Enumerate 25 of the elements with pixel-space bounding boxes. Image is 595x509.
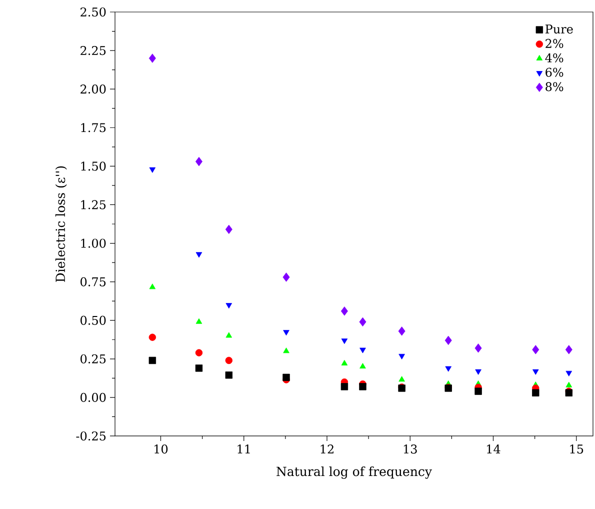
y-tick-label: 0.00 [80,392,106,402]
legend-label: 6% [546,68,564,77]
x-tick-label: 13 [404,444,417,454]
legend-label: Pure [545,24,573,34]
x-tick-label: 14 [487,444,500,454]
legend-label: 4% [545,53,564,62]
y-axis-title: Dielectric loss (ε'') [55,166,67,282]
y-tick-label: 2.25 [80,46,106,56]
y-tick-label: 1.75 [81,123,106,132]
y-tick-label: 1.50 [81,162,106,171]
legend-label: 8% [546,82,564,92]
legend-label: 2% [546,38,564,48]
y-tick-label: 1.00 [81,238,106,248]
y-tick-label: -0.25 [76,431,106,441]
x-tick-label: 15 [570,444,584,454]
x-tick-label: 11 [238,444,250,454]
y-tick-label: 0.75 [80,277,106,286]
y-tick-label: 2.00 [80,84,106,94]
y-tick-label: 0.50 [80,316,106,325]
x-axis-title: Natural log of frequency [276,466,432,479]
y-tick-label: 2.50 [80,7,106,17]
y-tick-label: 1.25 [81,200,106,210]
x-tick-label: 12 [320,444,334,454]
y-tick-label: 0.25 [80,354,106,364]
x-tick-label: 10 [154,444,168,454]
